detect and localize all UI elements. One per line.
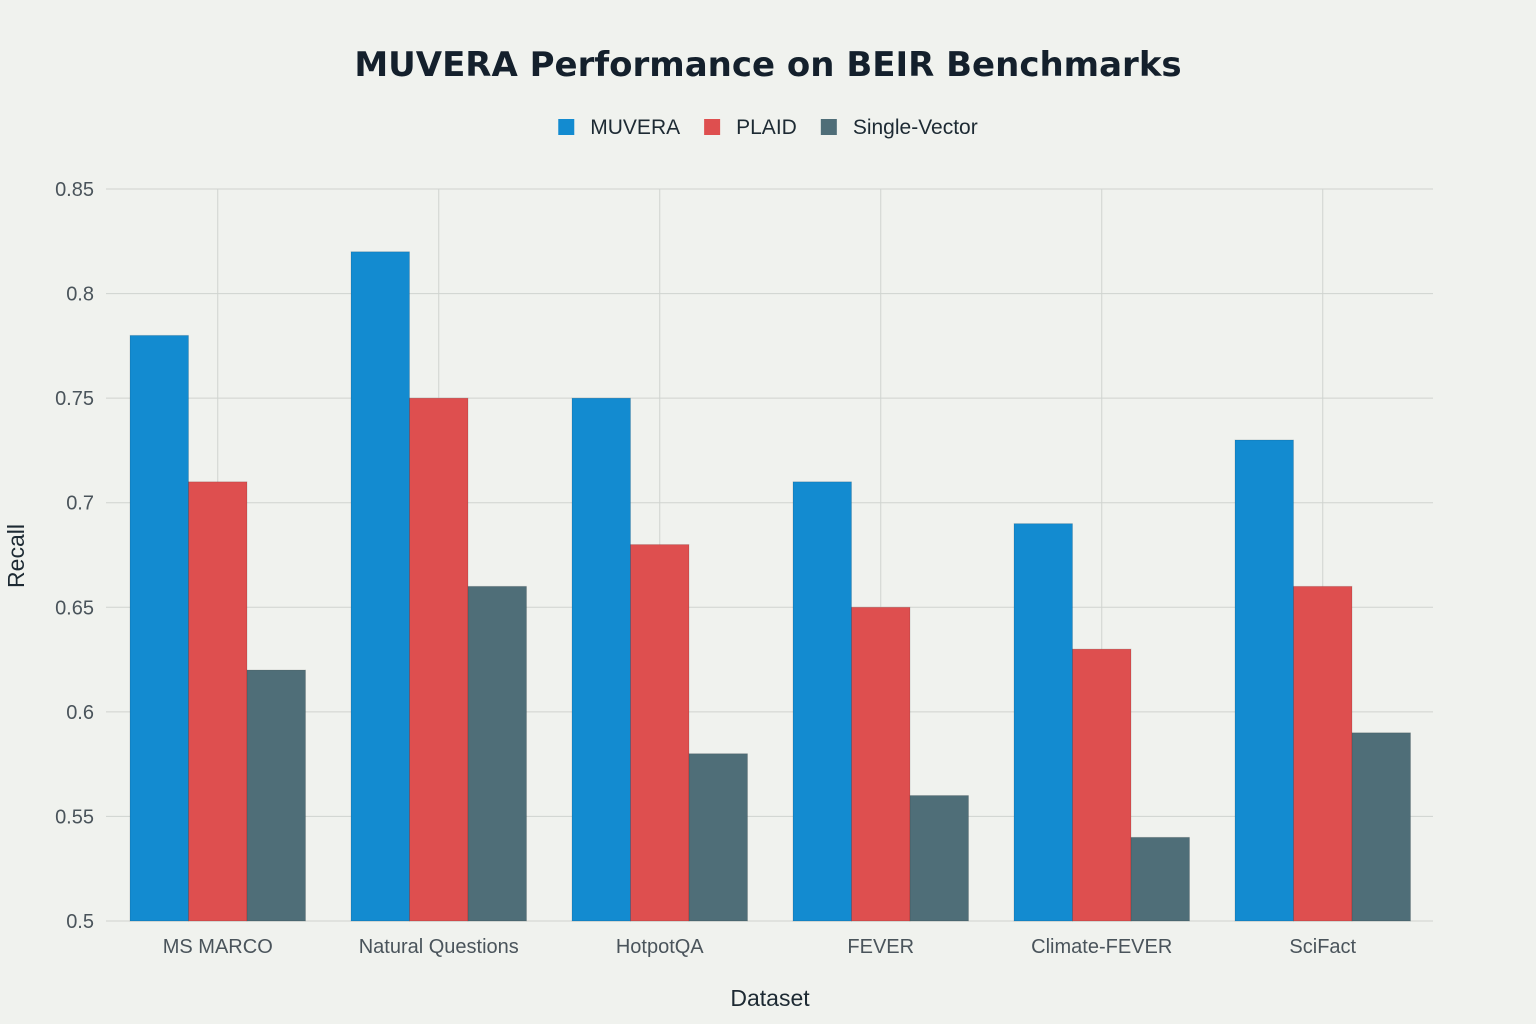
bar-single-vector-fever — [909, 795, 969, 922]
bar-plaid-natural-questions — [409, 397, 469, 922]
bar-single-vector-scifact — [1351, 732, 1411, 922]
y-tick-label: 0.65 — [55, 597, 94, 619]
bar-single-vector-ms-marco — [246, 669, 306, 922]
bar-plaid-scifact — [1293, 585, 1353, 922]
x-tick-label: SciFact — [1289, 936, 1356, 958]
y-tick-label: 0.55 — [55, 806, 94, 828]
bars — [129, 251, 1411, 922]
legend-item: Single-Vector — [820, 116, 978, 139]
legend-swatch — [558, 119, 575, 135]
y-tick-label: 0.6 — [66, 702, 94, 724]
legend-item: PLAID — [704, 116, 797, 139]
bar-muvera-climate-fever — [1013, 523, 1073, 922]
x-tick-label: FEVER — [847, 936, 914, 958]
bar-muvera-scifact — [1234, 439, 1294, 922]
bar-muvera-fever — [792, 481, 852, 922]
bar-single-vector-climate-fever — [1130, 836, 1190, 922]
x-tick-label: Climate-FEVER — [1031, 936, 1172, 958]
bar-single-vector-natural-questions — [467, 585, 527, 922]
x-tick-label: MS MARCO — [163, 936, 273, 958]
x-tick-label: Natural Questions — [359, 936, 519, 958]
x-axis-label: Dataset — [730, 985, 810, 1011]
x-tick-label: HotpotQA — [616, 936, 704, 958]
y-tick-label: 0.75 — [55, 388, 94, 410]
bar-muvera-hotpotqa — [571, 397, 631, 922]
y-axis-ticks: 0.5 0.55 0.6 0.65 0.7 0.75 0.8 0.85 — [55, 179, 94, 933]
bar-muvera-ms-marco — [129, 334, 189, 922]
bar-single-vector-hotpotqa — [688, 753, 748, 922]
y-tick-label: 0.85 — [55, 179, 94, 201]
y-axis-label: Recall — [3, 524, 29, 588]
bar-plaid-fever — [851, 606, 911, 922]
bar-plaid-climate-fever — [1072, 648, 1132, 922]
legend-swatch — [820, 119, 837, 135]
legend-item: MUVERA — [558, 116, 680, 139]
legend-swatch — [704, 119, 721, 135]
legend-label: Single-Vector — [853, 116, 978, 139]
legend-label: MUVERA — [590, 116, 680, 139]
x-axis-ticks: MS MARCO Natural Questions HotpotQA FEVER Cl… — [163, 936, 1357, 958]
bar-muvera-natural-questions — [350, 251, 410, 922]
bar-plaid-ms-marco — [188, 481, 248, 922]
y-tick-label: 0.8 — [66, 284, 94, 306]
chart-title: MUVERA Performance on BEIR Benchmarks — [354, 45, 1181, 85]
y-tick-label: 0.5 — [66, 911, 94, 933]
legend-label: PLAID — [736, 116, 797, 139]
bar-plaid-hotpotqa — [630, 544, 690, 922]
legend: MUVERA PLAID Single-Vector — [558, 116, 978, 139]
y-tick-label: 0.7 — [66, 493, 94, 515]
